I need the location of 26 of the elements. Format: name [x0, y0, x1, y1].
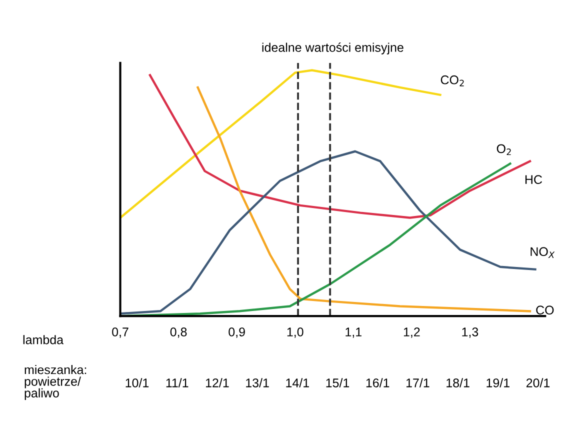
series-label: CO: [536, 306, 554, 315]
x-tick-label: 1,3: [462, 328, 478, 338]
x-tick-label: 0,7: [112, 328, 128, 338]
x-axis-title: lambda: [23, 335, 64, 344]
text: 16/1: [366, 378, 390, 388]
series-label: HC: [525, 175, 542, 184]
text: 10/1: [126, 378, 149, 388]
series-label: O$_{2}$: [496, 144, 511, 156]
series-label: CO$_{2}$: [440, 75, 464, 86]
text: 14/1: [286, 378, 309, 388]
x-tick-label: 0,8: [170, 328, 187, 338]
x-tick-label: 1,1: [346, 328, 362, 338]
text: 17/1: [406, 378, 430, 388]
text: 12/1: [206, 378, 229, 388]
text: 13/1: [246, 378, 269, 388]
chart-title: idealne wartości emisyjne: [262, 42, 404, 54]
x-tick-label: 1,2: [404, 328, 420, 338]
text: mieszanka: powietrze/ paliwo: [24, 365, 86, 400]
x-tick-label: 0,9: [228, 328, 245, 338]
text: 20/1: [526, 378, 550, 388]
text: 11/1: [166, 378, 188, 388]
text: 15/1: [326, 378, 350, 388]
text: 18/1: [446, 378, 470, 388]
text: 19/1: [486, 378, 510, 388]
x-tick-label: 1,0: [287, 328, 304, 338]
series-label: NO$_{X}$: [530, 247, 555, 258]
